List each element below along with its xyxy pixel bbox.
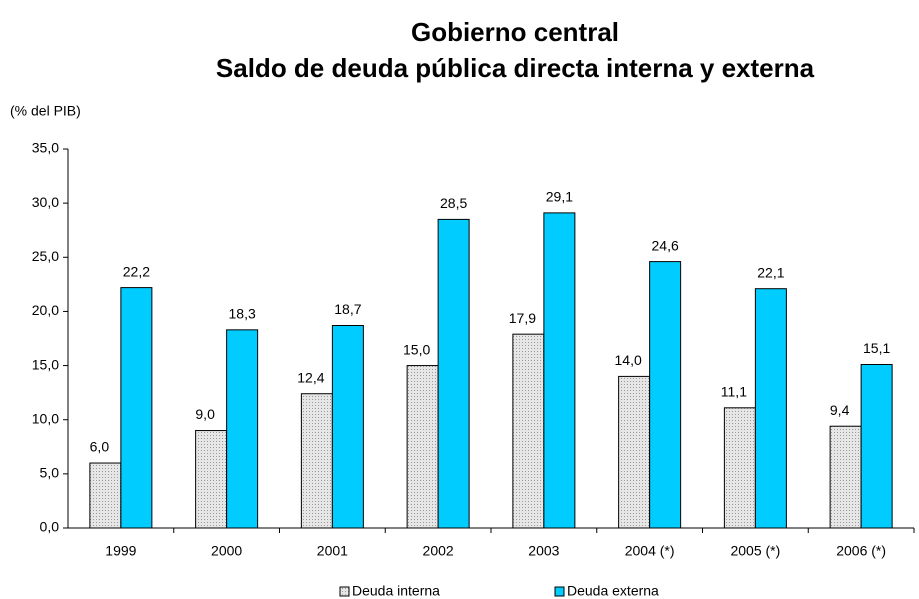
bar — [120, 287, 153, 529]
bar — [618, 375, 651, 529]
y-tick-label: 10,0 — [32, 410, 59, 426]
y-tick-label: 25,0 — [32, 248, 59, 264]
x-tick-label: 2001 — [317, 543, 348, 559]
bar — [195, 430, 228, 529]
legend-swatch — [339, 586, 350, 597]
y-axis-label: (% del PIB) — [10, 103, 81, 119]
x-tick-label: 2000 — [211, 543, 242, 559]
value-label: 18,3 — [229, 306, 256, 322]
bar — [649, 261, 682, 529]
value-label: 22,2 — [123, 263, 150, 279]
y-tick-label: 5,0 — [40, 465, 60, 481]
x-tick-label: 2003 — [528, 543, 559, 559]
bar — [406, 365, 439, 529]
bar — [512, 333, 545, 529]
bar — [723, 407, 756, 529]
value-label: 17,9 — [509, 310, 536, 326]
legend-swatch — [554, 586, 565, 597]
y-tick-label: 35,0 — [32, 140, 59, 156]
value-label: 18,7 — [334, 301, 361, 317]
bar — [754, 288, 787, 529]
value-label: 24,6 — [652, 237, 679, 253]
value-label: 11,1 — [721, 384, 747, 400]
chart-subtitle: Saldo de deuda pública directa interna y… — [216, 53, 815, 83]
value-label: 9,4 — [830, 402, 850, 418]
x-tick-label: 2006 (*) — [836, 543, 886, 559]
x-tick-label: 2002 — [423, 543, 454, 559]
value-label: 14,0 — [615, 352, 642, 368]
x-tick-label: 1999 — [105, 543, 136, 559]
value-label: 9,0 — [195, 406, 215, 422]
bar — [543, 212, 576, 529]
legend-label: Deuda externa — [567, 583, 659, 599]
value-label: 22,1 — [757, 264, 784, 280]
bar — [860, 363, 893, 529]
bar — [437, 218, 470, 529]
y-tick-label: 20,0 — [32, 302, 59, 318]
value-label: 28,5 — [440, 195, 467, 211]
bar — [331, 325, 364, 529]
bar — [89, 462, 122, 529]
x-tick-label: 2005 (*) — [730, 543, 780, 559]
value-label: 12,4 — [297, 369, 324, 385]
x-tick-label: 2004 (*) — [625, 543, 675, 559]
bar — [226, 329, 259, 529]
bar — [829, 425, 862, 529]
value-label: 15,1 — [863, 340, 890, 356]
y-tick-label: 0,0 — [40, 519, 60, 535]
value-label: 15,0 — [403, 341, 430, 357]
value-label: 6,0 — [90, 439, 110, 455]
bar — [300, 393, 333, 529]
chart-title: Gobierno central — [411, 17, 619, 47]
y-tick-label: 30,0 — [32, 194, 59, 210]
legend-label: Deuda interna — [352, 583, 440, 599]
y-tick-label: 15,0 — [32, 356, 59, 372]
value-label: 29,1 — [546, 189, 573, 205]
